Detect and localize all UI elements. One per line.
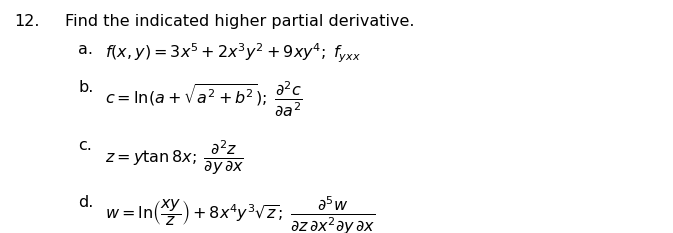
Text: $c = \ln(a + \sqrt{a^2 + b^2});\; \dfrac{\partial^2 c}{\partial a^2}$: $c = \ln(a + \sqrt{a^2 + b^2});\; \dfrac… <box>105 80 303 118</box>
Text: Find the indicated higher partial derivative.: Find the indicated higher partial deriva… <box>65 14 415 29</box>
Text: $w = \ln\!\left(\dfrac{xy}{z}\right) + 8x^4y^3\sqrt{z};\; \dfrac{\partial^5 w}{\: $w = \ln\!\left(\dfrac{xy}{z}\right) + 8… <box>105 195 376 233</box>
Text: d.: d. <box>78 195 94 210</box>
Text: $f(x,y) = 3x^5 + 2x^3y^2 + 9xy^4;\; f_{yxx}$: $f(x,y) = 3x^5 + 2x^3y^2 + 9xy^4;\; f_{y… <box>105 42 361 65</box>
Text: 12.: 12. <box>14 14 40 29</box>
Text: $z = y\tan 8x;\; \dfrac{\partial^2 z}{\partial y\,\partial x}$: $z = y\tan 8x;\; \dfrac{\partial^2 z}{\p… <box>105 138 244 177</box>
Text: a.: a. <box>78 42 93 57</box>
Text: c.: c. <box>78 138 92 153</box>
Text: b.: b. <box>78 80 94 95</box>
